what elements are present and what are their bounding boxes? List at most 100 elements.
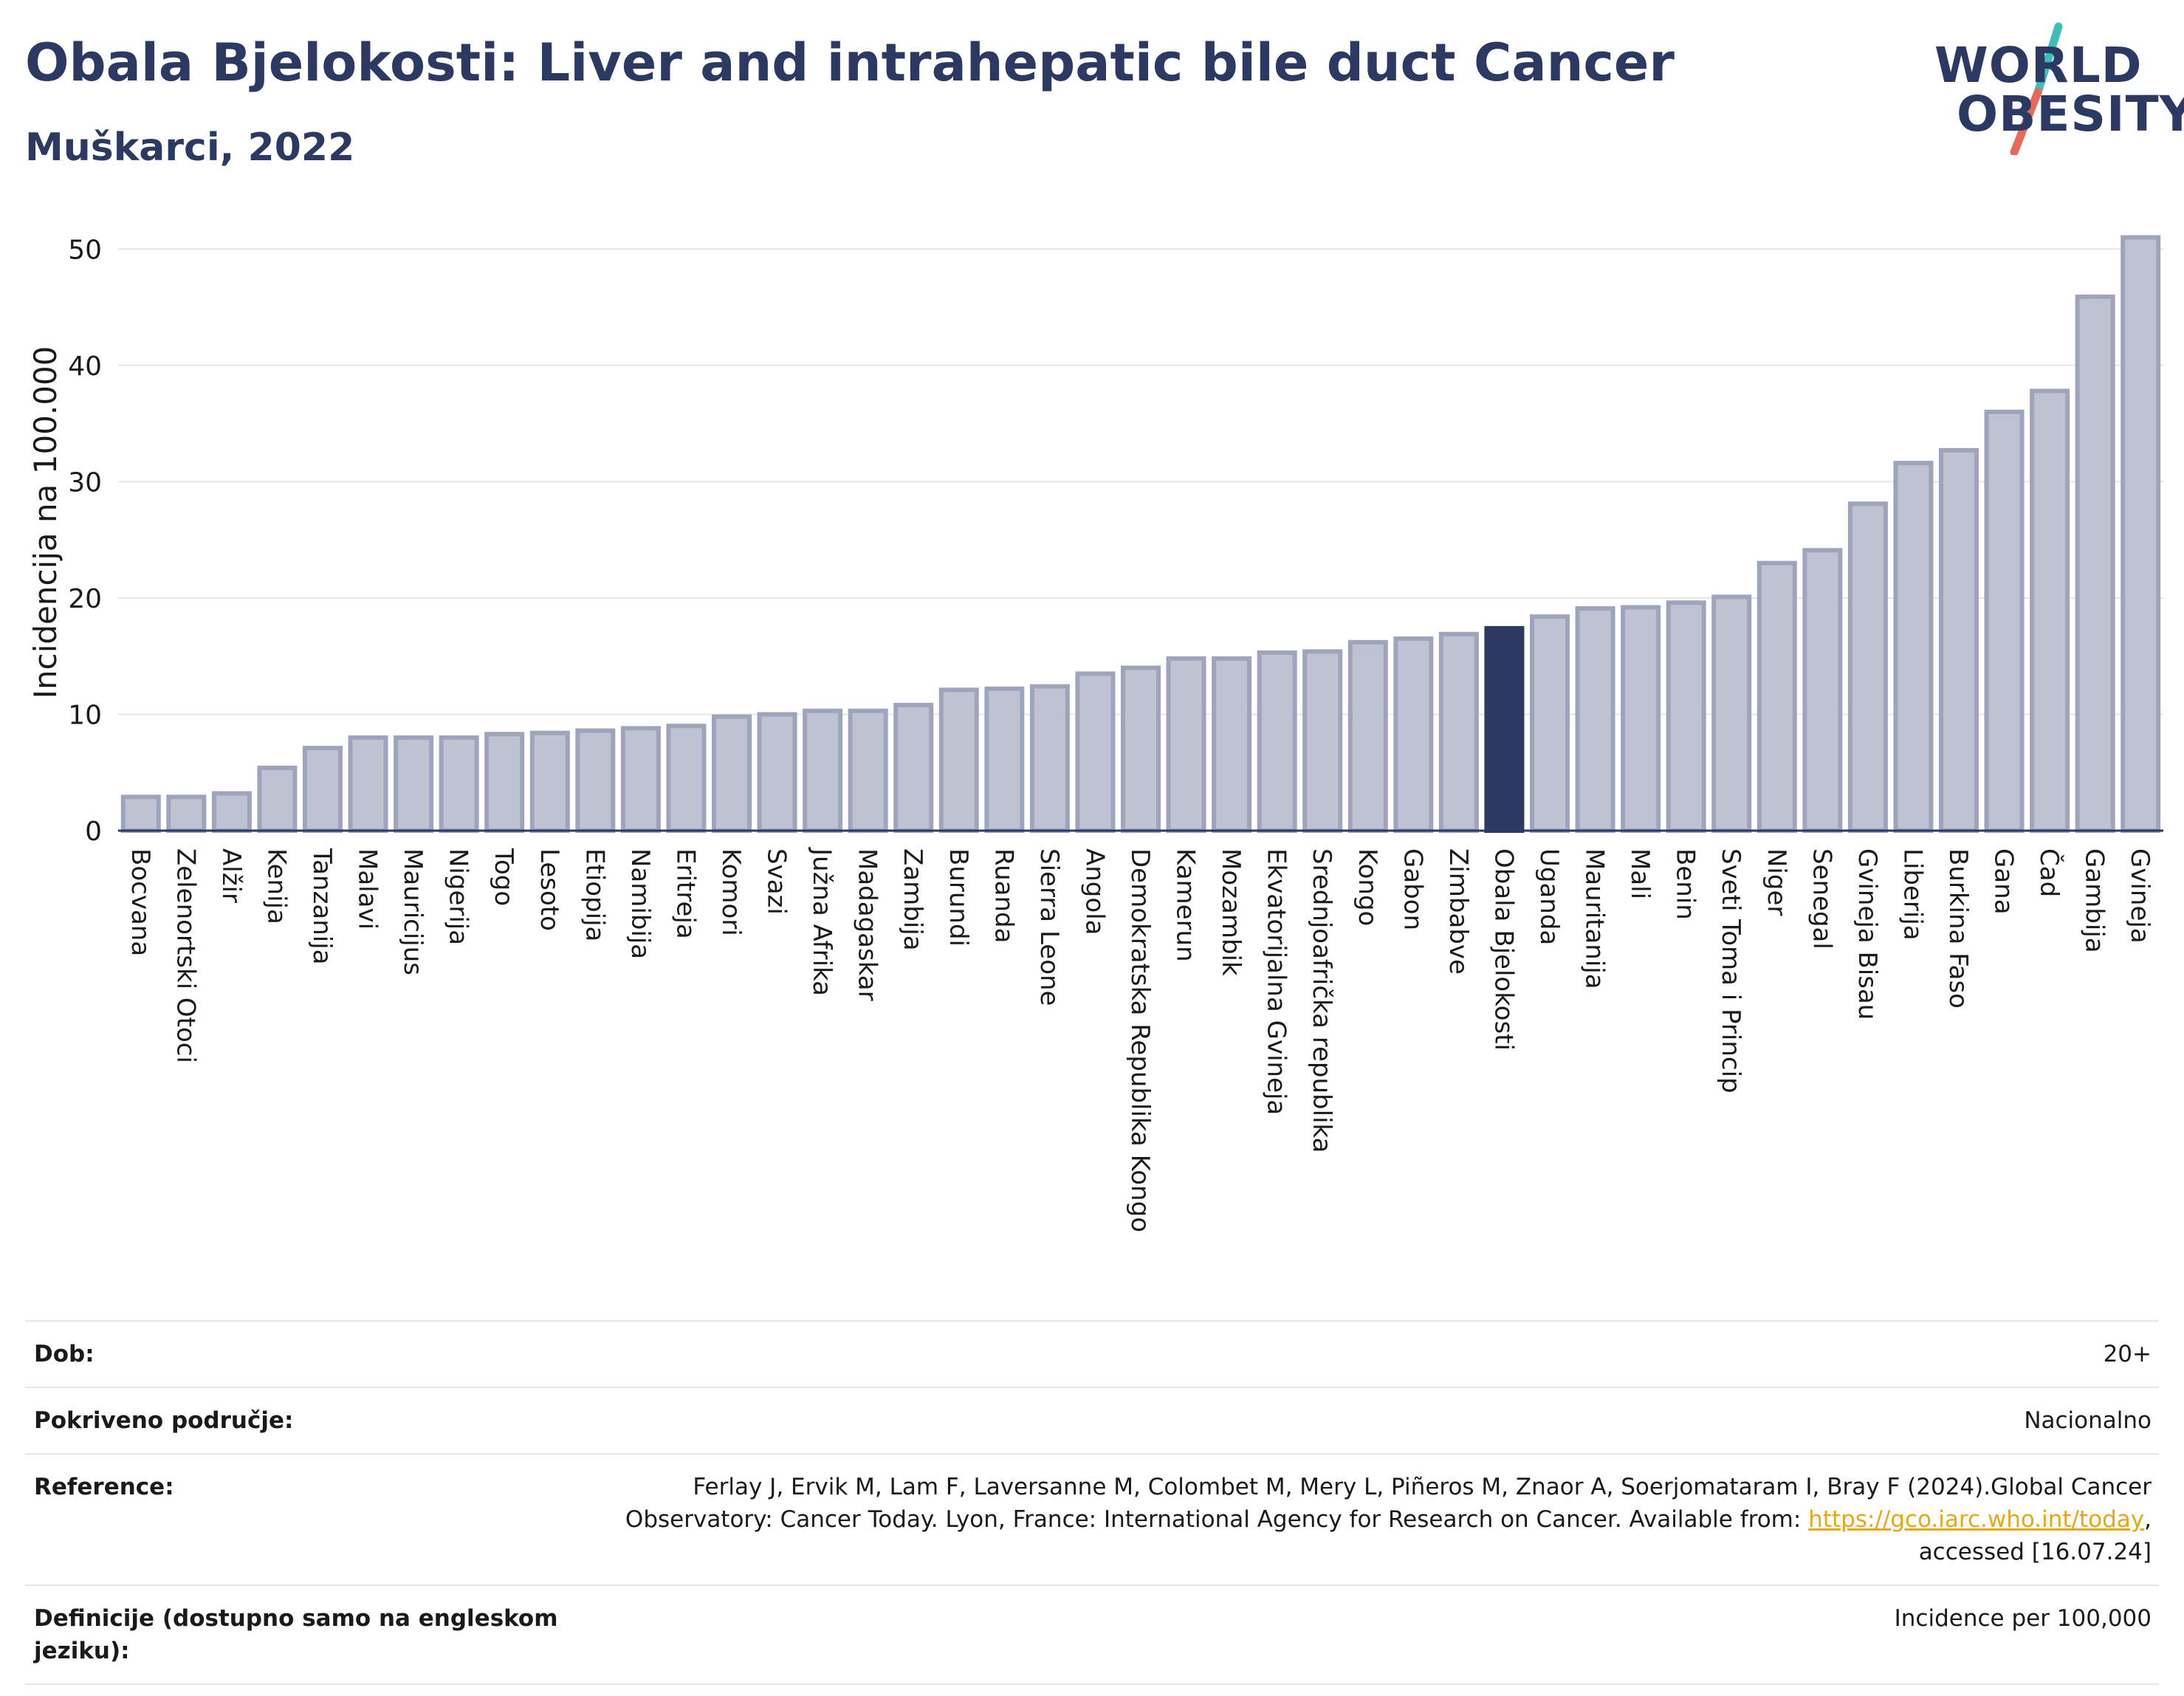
bar xyxy=(1212,656,1252,834)
bar xyxy=(439,735,479,834)
x-tick-label: Tanzanija xyxy=(307,848,337,964)
meta-key-coverage: Pokriveno područje: xyxy=(34,1407,294,1434)
logo-line-2: OBESITY xyxy=(1957,86,2184,143)
logo-slash-icon xyxy=(2010,22,2063,155)
bar xyxy=(803,708,843,834)
x-tick-label: Mozambik xyxy=(1216,848,1246,976)
x-tick-label: Ruanda xyxy=(989,848,1018,943)
bar xyxy=(1711,594,1752,833)
x-tick-label: Bocvana xyxy=(126,848,155,956)
x-tick-label: Svazi xyxy=(762,848,791,915)
bar xyxy=(394,735,434,834)
x-tick-label: Mauritanija xyxy=(1580,848,1610,989)
bar-highlight xyxy=(1484,625,1525,833)
x-tick-label: Angola xyxy=(1079,848,1109,935)
x-tick-label: Madagaskar xyxy=(853,848,882,1001)
bar xyxy=(1666,600,1706,833)
x-tick-label: Ekvatorijalna Gvineja xyxy=(1262,848,1291,1115)
bar xyxy=(1621,605,1661,834)
bar xyxy=(984,686,1025,834)
bar xyxy=(1847,501,1888,833)
page-subtitle: Muškarci, 2022 xyxy=(25,126,355,170)
y-tick-label: 20 xyxy=(68,584,102,614)
bar-chart: 0 10 20 30 40 50 Incidencija na 100.000 Bocvana… xyxy=(27,235,2163,1232)
bar xyxy=(848,708,888,834)
meta-key-reference: Reference: xyxy=(34,1474,174,1500)
bar xyxy=(1302,649,1343,834)
bar xyxy=(166,794,207,834)
bar xyxy=(1575,606,1615,833)
x-tick-label: Liberija xyxy=(1898,848,1927,941)
y-tick-label: 40 xyxy=(68,351,102,382)
reference-accessed: , accessed [16.07.24] xyxy=(1918,1506,2152,1565)
bar xyxy=(1166,656,1206,834)
y-tick-label: 50 xyxy=(68,235,102,265)
bar xyxy=(1529,614,1570,833)
world-obesity-logo: WORLD OBESITY xyxy=(1927,22,2184,155)
x-tick-label: Gana xyxy=(1989,848,2019,915)
x-tick-label: Mauricijus xyxy=(398,848,427,975)
bar xyxy=(1257,650,1297,833)
x-tick-label: Kamerun xyxy=(1171,848,1201,962)
x-tick-label: Kenija xyxy=(261,848,291,924)
meta-row-age: Dob: 20+ xyxy=(25,1320,2159,1387)
meta-value-coverage: Nacionalno xyxy=(2024,1407,2152,1434)
bar xyxy=(2030,388,2070,834)
bar xyxy=(666,724,707,833)
x-tick-label: Zelenortski Otoci xyxy=(171,848,200,1063)
bar xyxy=(1938,447,1979,833)
x-tick-label: Burkina Faso xyxy=(1943,848,1973,1009)
y-axis-label: Incidencija na 100.000 xyxy=(27,346,63,699)
x-tick-label: Gambija xyxy=(2080,848,2109,953)
x-tick-label: Zimbabve xyxy=(1443,848,1473,975)
meta-row-coverage: Pokriveno područje: Nacionalno xyxy=(25,1387,2159,1453)
bar xyxy=(1802,548,1843,833)
x-tick-label: Srednjoafrička republika xyxy=(1307,848,1336,1153)
meta-value-age: 20+ xyxy=(2103,1341,2152,1367)
bar xyxy=(575,728,616,834)
bar xyxy=(1984,409,2025,833)
bar xyxy=(1757,560,1797,833)
bar xyxy=(484,732,525,833)
bar xyxy=(529,730,570,834)
x-tick-label: Benin xyxy=(1671,848,1700,920)
logo-line-1: WORLD xyxy=(1934,37,2143,94)
bar xyxy=(2121,235,2161,833)
x-tick-label: Lesoto xyxy=(535,848,564,931)
x-tick-label: Malavi xyxy=(353,848,382,930)
x-tick-label: Alžir xyxy=(216,848,246,903)
x-tick-label: Namibija xyxy=(625,848,655,959)
meta-row-definitions: Definicije (dostupno samo na engleskom j… xyxy=(25,1585,2159,1685)
x-tick-label: Uganda xyxy=(1534,848,1564,945)
x-tick-label: Demokratska Republika Kongo xyxy=(1125,848,1155,1232)
metadata-table: Dob: 20+ Pokriveno područje: Nacionalno … xyxy=(25,1320,2159,1685)
x-tick-label: Burundi xyxy=(944,848,973,947)
x-tick-label: Gabon xyxy=(1398,848,1427,930)
x-tick-label: Etiopija xyxy=(580,848,609,941)
meta-key-age: Dob: xyxy=(34,1341,95,1367)
meta-value-reference: Ferlay J, Ervik M, Lam F, Laversanne M, … xyxy=(601,1471,2152,1568)
x-tick-label: Čad xyxy=(2034,848,2064,897)
x-tick-label: Komori xyxy=(716,848,746,936)
bar xyxy=(211,791,252,833)
page-title: Obala Bjelokosti: Liver and intrahepatic… xyxy=(25,32,1675,93)
meta-row-reference: Reference: Ferlay J, Ervik M, Lam F, Lav… xyxy=(25,1453,2159,1585)
x-tick-label: Senegal xyxy=(1807,848,1836,950)
reference-link[interactable]: https://gco.iarc.who.int/today xyxy=(1808,1506,2145,1533)
x-tick-label: Gvineja Bisau xyxy=(1852,848,1882,1020)
x-tick-label: Zambija xyxy=(898,848,927,951)
bar xyxy=(257,765,298,833)
bar xyxy=(1029,684,1070,833)
x-tick-label: Sveti Toma i Princip xyxy=(1716,848,1745,1094)
y-tick-label: 10 xyxy=(68,700,102,730)
x-tick-label: Togo xyxy=(489,848,518,906)
bar xyxy=(1438,631,1479,834)
meta-key-definitions: Definicije (dostupno samo na engleskom j… xyxy=(34,1605,558,1664)
x-tick-label: Kongo xyxy=(1353,848,1382,926)
bar xyxy=(1393,636,1434,833)
x-tick-label: Obala Bjelokosti xyxy=(1488,848,1518,1051)
x-tick-label: Eritreja xyxy=(670,848,700,939)
reference-text: Ferlay J, Ervik M, Lam F, Laversanne M, … xyxy=(625,1474,2152,1533)
meta-value-definitions: Incidence per 100,000 xyxy=(1894,1605,2152,1632)
bar xyxy=(120,794,161,834)
